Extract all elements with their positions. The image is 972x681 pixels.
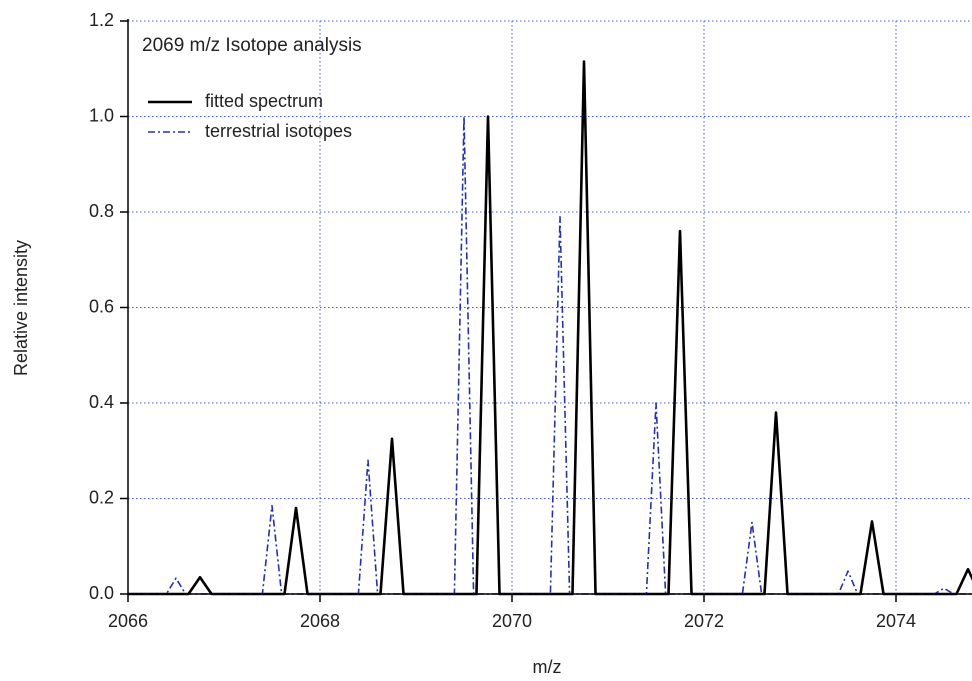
grid (128, 20, 972, 594)
axes: 0.0 0.2 0.4 0.6 0.8 1.0 1.2 2066 2068 2070 2072 207… (89, 10, 972, 631)
chart-title: 2069 m/z Isotope analysis (142, 35, 362, 56)
x-axis-title: m/z (533, 657, 562, 677)
y-tick-label: 0.4 (89, 392, 114, 412)
y-tick-label: 0.6 (89, 296, 114, 316)
x-tick-label: 2066 (108, 611, 148, 631)
legend-label: fitted spectrum (205, 91, 323, 111)
legend: fitted spectrum terrestrial isotopes (148, 91, 352, 141)
y-tick-label: 1.2 (89, 10, 114, 30)
x-tick-label: 2070 (492, 611, 532, 631)
y-tick-label: 0.2 (89, 487, 114, 507)
x-tick-label: 2072 (684, 611, 724, 631)
y-tick-label: 0.0 (89, 583, 114, 603)
legend-label: terrestrial isotopes (205, 121, 352, 141)
plot-area (128, 60, 972, 596)
y-axis-title: Relative intensity (11, 240, 31, 376)
series-line (128, 60, 972, 596)
x-tick-label: 2074 (876, 611, 916, 631)
y-tick-label: 1.0 (89, 105, 114, 125)
x-tick-label: 2068 (300, 611, 340, 631)
series-line (128, 115, 972, 595)
y-tick-label: 0.8 (89, 201, 114, 221)
